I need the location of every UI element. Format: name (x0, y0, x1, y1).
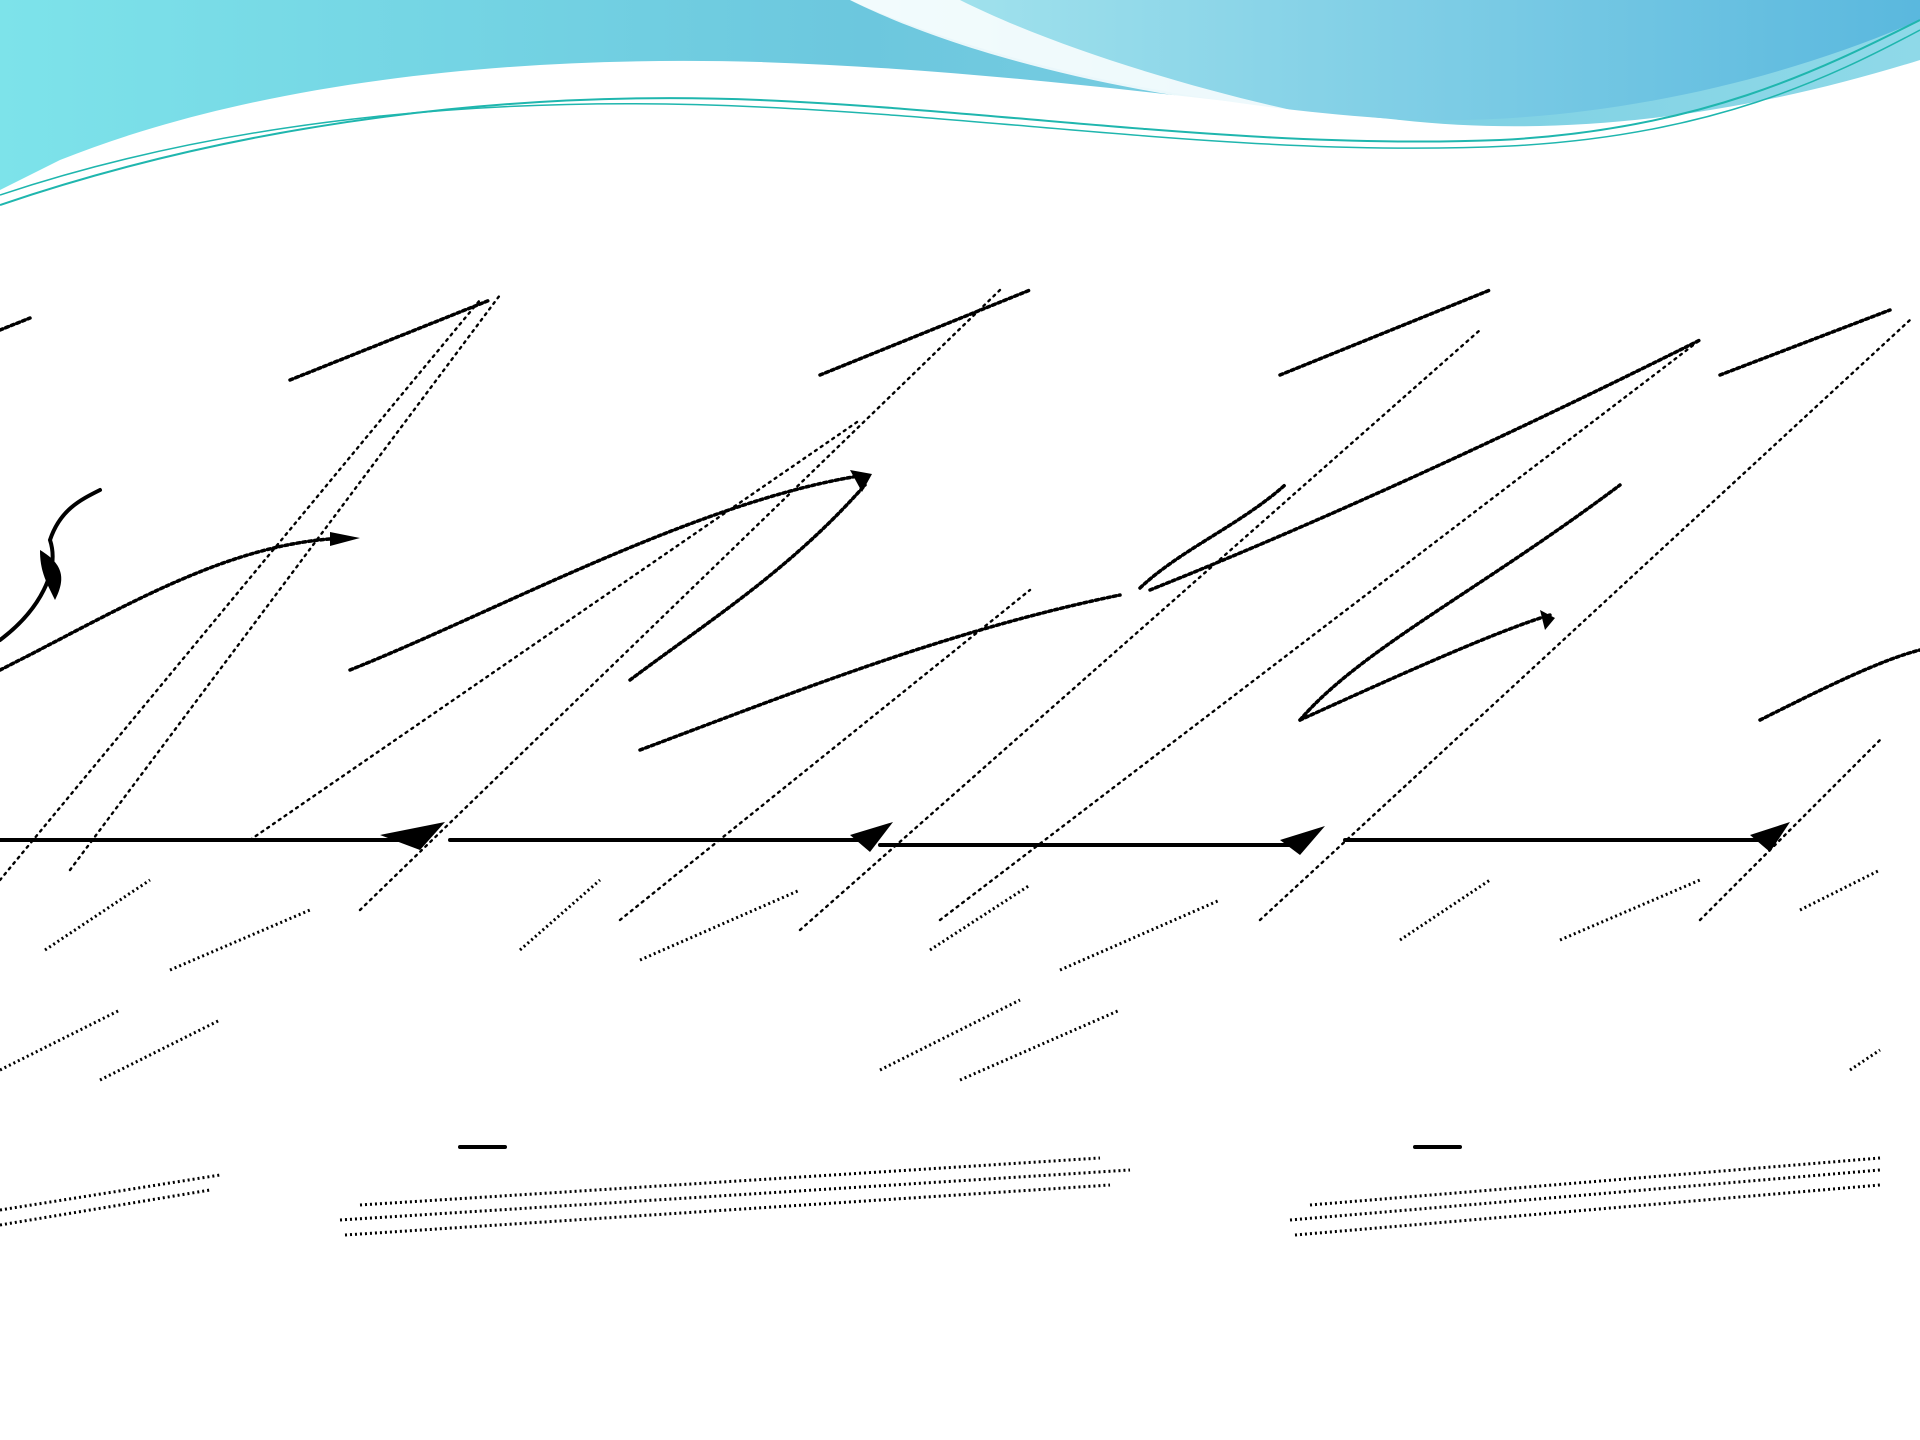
baseline (0, 822, 1790, 855)
wave-line-2 (0, 29, 1920, 196)
wave-white-band (850, 0, 1300, 112)
handwriting-figure (0, 288, 1920, 1237)
bottom-text-blocks (0, 1145, 1881, 1237)
wave-line-1 (0, 19, 1920, 206)
letter-curves (0, 338, 1920, 752)
upper-strokes (0, 288, 1892, 382)
lower-scribbles (0, 868, 1881, 1082)
header-wave (0, 0, 1920, 206)
diagonal-guides (0, 288, 1912, 932)
wave-highlight (850, 0, 1920, 121)
